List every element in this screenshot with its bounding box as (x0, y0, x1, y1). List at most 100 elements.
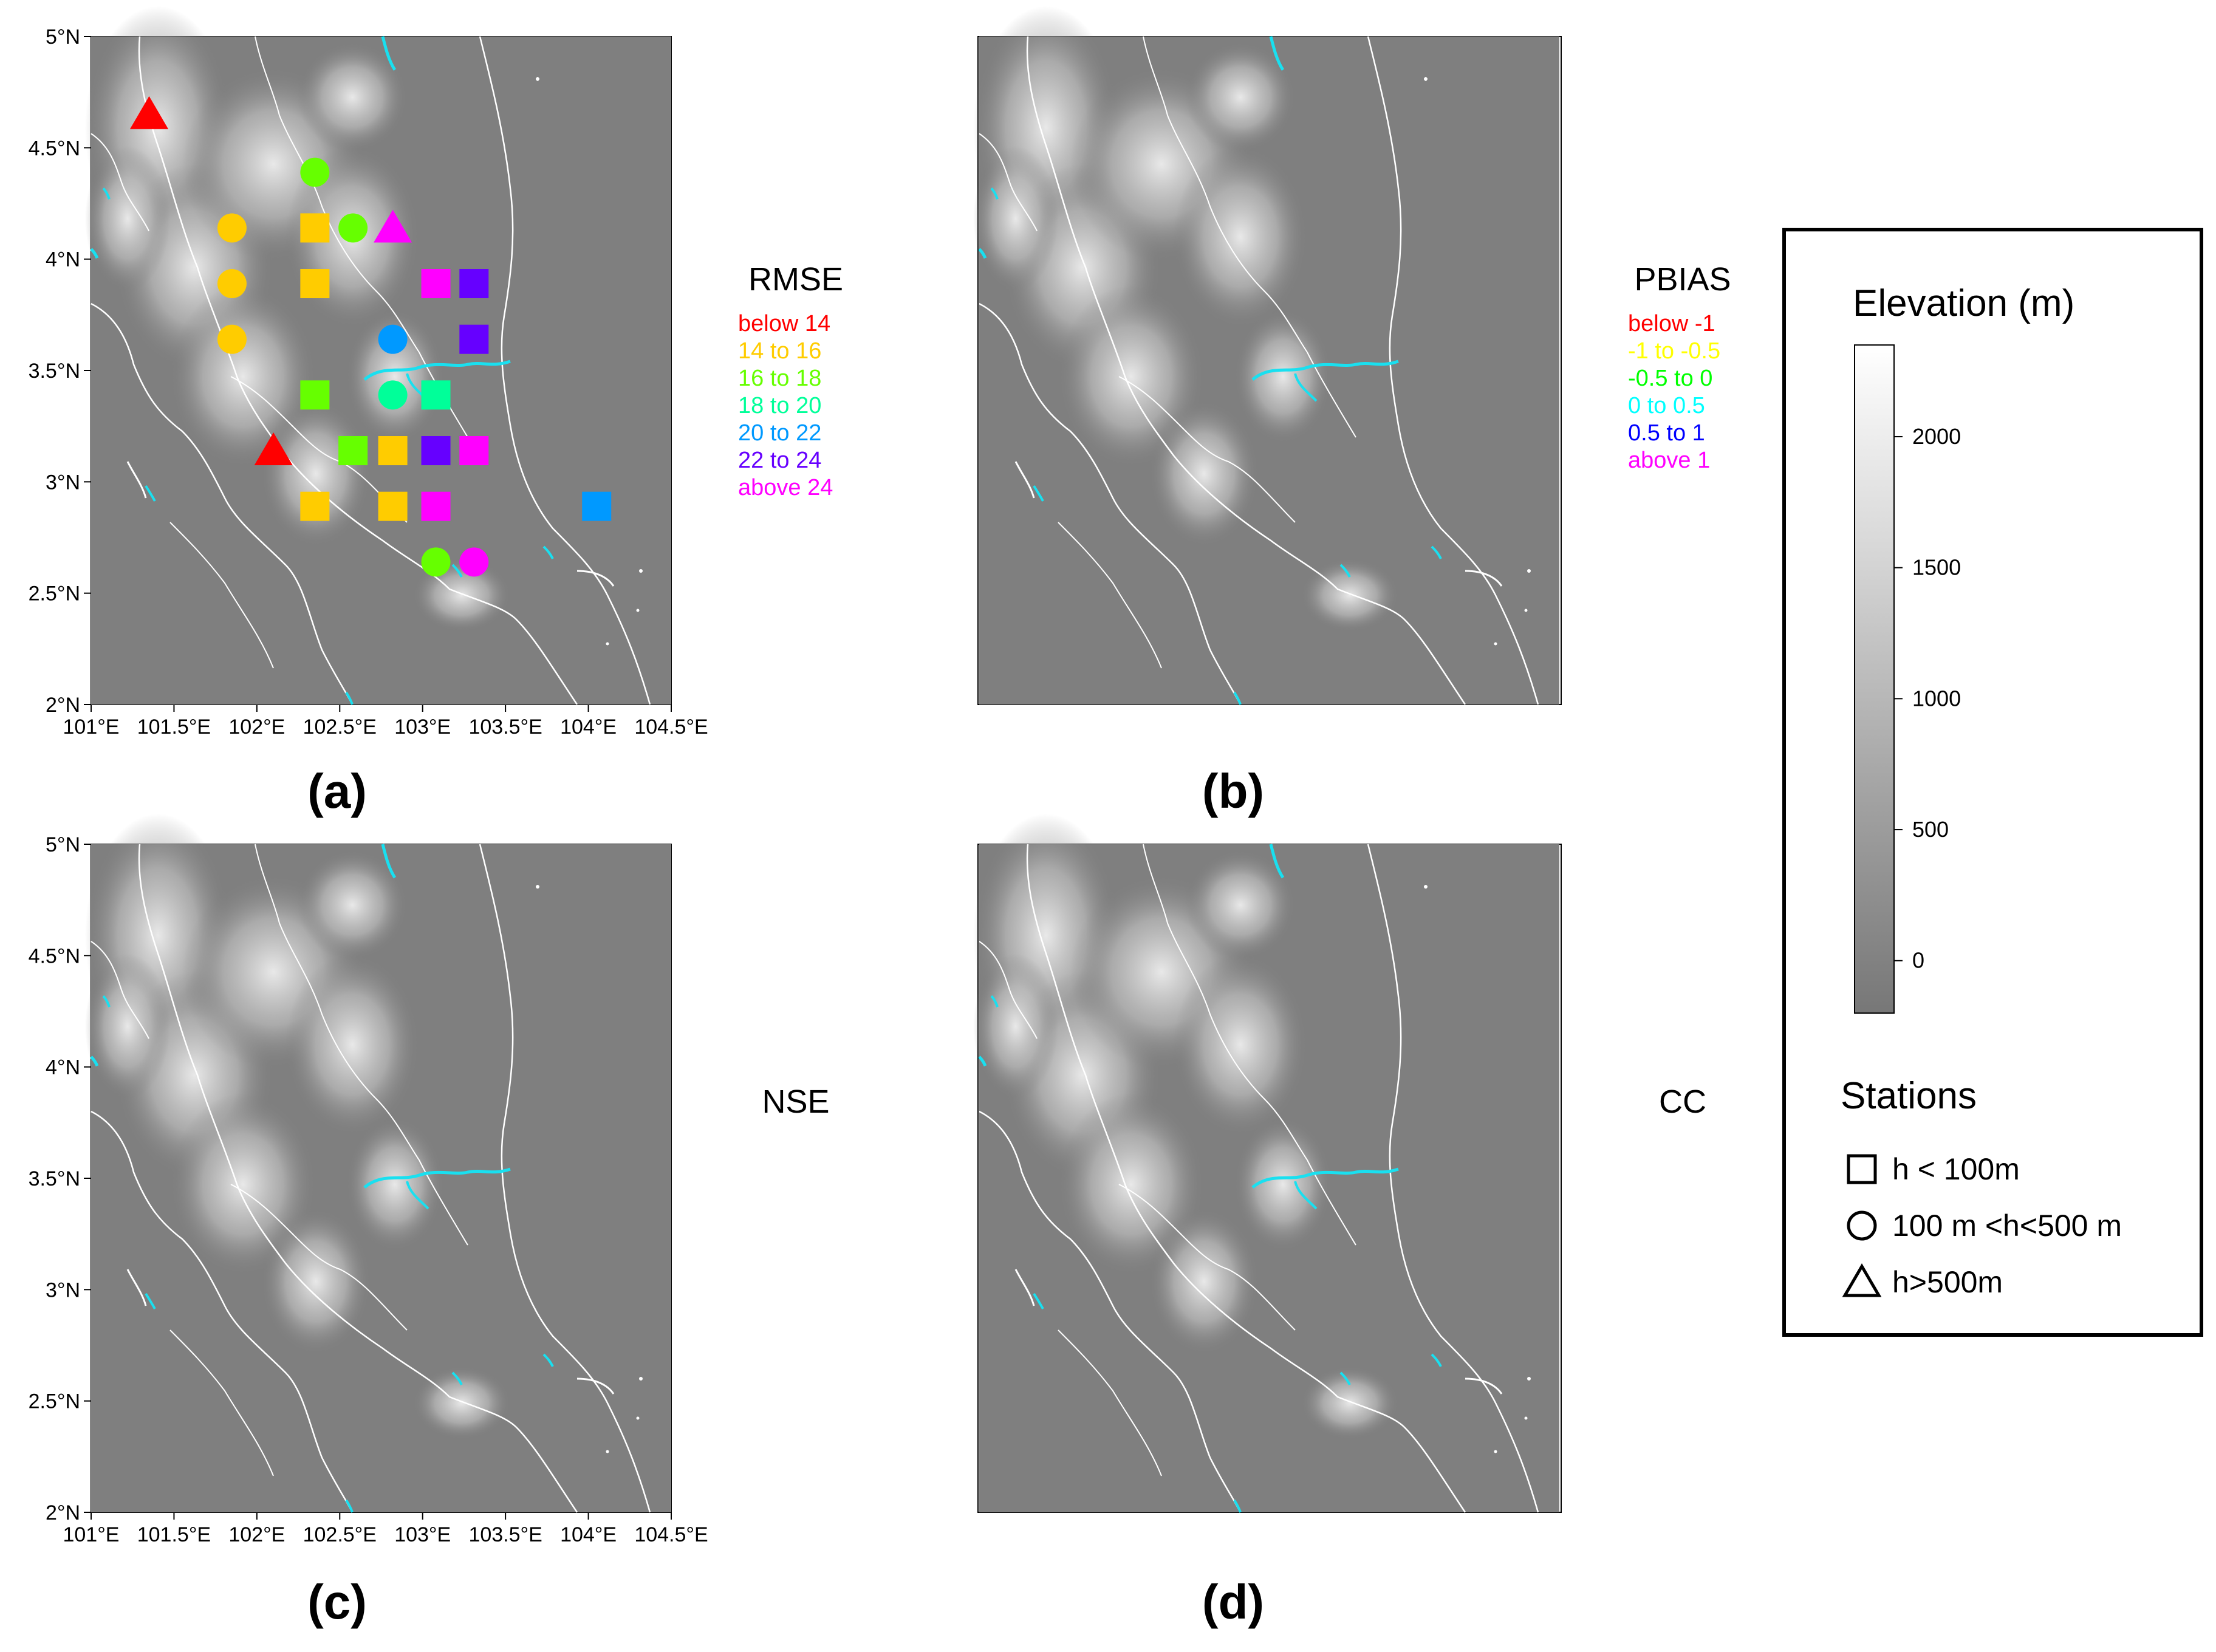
x-tick-label: 103°E (394, 1523, 451, 1546)
y-tick-label: 3°N (46, 1278, 80, 1302)
station-markers (130, 96, 612, 577)
circle-legend-icon (1847, 1210, 1877, 1241)
station-square-marker (300, 491, 330, 521)
elevation-colorbar (1854, 344, 1895, 1014)
metric-title: NSE (762, 1084, 829, 1120)
metric-title: RMSE (748, 261, 843, 298)
legend-frame (1782, 228, 2203, 1337)
station-square-marker (421, 380, 451, 410)
x-tick-label: 104°E (560, 715, 617, 739)
panel-label: (b) (1202, 764, 1264, 818)
station-square-marker (300, 269, 330, 298)
x-tick-label: 102°E (228, 715, 285, 739)
class-legend-item: 22 to 24 (738, 448, 821, 473)
x-tick-label: 102.5°E (303, 1523, 377, 1546)
station-square-marker (378, 491, 408, 521)
panel-c: NSE (c) (85, 814, 830, 1629)
class-legend-item: -0.5 to 0 (1628, 366, 1712, 391)
station-triangle-marker (374, 210, 412, 243)
station-square-marker (459, 436, 489, 465)
y-axis: 5°N 4.5°N 4°N 3.5°N 3°N 2.5°N 2°N (29, 833, 91, 1524)
station-circle-marker (378, 380, 408, 410)
class-legend-item: above 1 (1628, 448, 1710, 473)
station-square-marker (378, 436, 408, 465)
x-tick-label: 103°E (394, 715, 451, 739)
y-tick-label: 4.5°N (29, 944, 80, 968)
class-legend-item: 0 to 0.5 (1628, 393, 1705, 418)
x-tick-label: 102.5°E (303, 715, 377, 739)
y-tick-label: 5°N (46, 26, 80, 49)
y-tick-label: 2°N (46, 694, 80, 717)
x-tick-label: 101.5°E (137, 1523, 211, 1546)
elevation-title: Elevation (m) (1853, 282, 2074, 324)
panel-d: CC (d) (973, 814, 1706, 1629)
elevation-tick-label: 2000 (1912, 424, 1961, 449)
station-square-marker (421, 269, 451, 298)
station-legend-label: 100 m <h<500 m (1892, 1209, 2122, 1243)
x-axis: 101°E 101.5°E 102°E 102.5°E 103°E 103.5°E 104°… (63, 705, 708, 739)
x-tick-label: 104.5°E (634, 1523, 708, 1546)
x-tick-label: 101.5°E (137, 715, 211, 739)
station-square-marker (300, 213, 330, 243)
station-circle-marker (217, 269, 247, 298)
map-terrain (973, 6, 1559, 705)
station-square-marker (459, 269, 489, 298)
x-tick-label: 104°E (560, 1523, 617, 1546)
panel-label: (d) (1202, 1575, 1264, 1629)
station-circle-marker (217, 324, 247, 354)
x-tick-label: 101°E (63, 715, 119, 739)
square-legend-icon (1847, 1154, 1877, 1184)
class-legend-item: -1 to -0.5 (1628, 338, 1720, 364)
y-tick-label: 3.5°N (29, 360, 80, 383)
x-tick-label: 103.5°E (468, 1523, 542, 1546)
panel-label: (a) (307, 764, 367, 818)
y-tick-label: 3°N (46, 471, 80, 494)
station-circle-marker (378, 324, 408, 354)
map-terrain (85, 6, 671, 705)
x-axis: 101°E 101.5°E 102°E 102.5°E 103°E 103.5°E 104°… (63, 1512, 708, 1546)
map-terrain (973, 814, 1559, 1512)
metric-title: PBIAS (1634, 261, 1731, 298)
y-tick-label: 4°N (46, 248, 80, 271)
triangle-legend-icon (1842, 1263, 1882, 1297)
elevation-tick-label: 0 (1912, 948, 1924, 973)
station-legend-label: h>500m (1892, 1265, 2003, 1299)
station-square-marker (421, 491, 451, 521)
class-legend-item: 16 to 18 (738, 366, 821, 391)
class-legend-item: 20 to 22 (738, 420, 821, 446)
station-square-marker (421, 436, 451, 465)
metric-title: CC (1659, 1084, 1706, 1120)
station-circle-marker (459, 547, 489, 577)
class-legend-item: below -1 (1628, 311, 1715, 336)
stations-title: Stations (1841, 1075, 1977, 1117)
y-tick-label: 4°N (46, 1056, 80, 1079)
station-circle-marker (421, 547, 451, 577)
elevation-tick-label: 500 (1912, 817, 1949, 842)
y-tick-label: 3.5°N (29, 1167, 80, 1190)
class-legend-item: 0.5 to 1 (1628, 420, 1705, 446)
station-square-marker (459, 324, 489, 354)
station-square-marker (582, 491, 612, 521)
y-tick-label: 4.5°N (29, 137, 80, 160)
station-circle-marker (217, 213, 247, 243)
panel-label: (c) (307, 1575, 367, 1629)
elevation-tick-label: 1500 (1912, 555, 1961, 580)
panel-a: 101°E 101.5°E 102°E 102.5°E 103°E 103.5°E 104°… (29, 6, 843, 818)
station-legend-label: h < 100m (1892, 1152, 2020, 1186)
y-tick-label: 2.5°N (29, 1390, 80, 1413)
station-square-marker (338, 436, 368, 465)
elevation-ticks: 2000 1500 1000 500 0 (1894, 424, 1961, 973)
y-tick-label: 5°N (46, 833, 80, 856)
class-legend: below -1-1 to -0.5-0.5 to 00 to 0.50.5 t… (1628, 311, 1720, 473)
class-legend-item: 14 to 16 (738, 338, 821, 364)
x-tick-label: 104.5°E (634, 715, 708, 739)
elevation-tick-label: 1000 (1912, 686, 1961, 711)
y-tick-label: 2°N (46, 1501, 80, 1524)
class-legend-item: below 14 (738, 311, 830, 336)
map-terrain (85, 814, 671, 1512)
x-tick-label: 102°E (228, 1523, 285, 1546)
x-tick-label: 103.5°E (468, 715, 542, 739)
